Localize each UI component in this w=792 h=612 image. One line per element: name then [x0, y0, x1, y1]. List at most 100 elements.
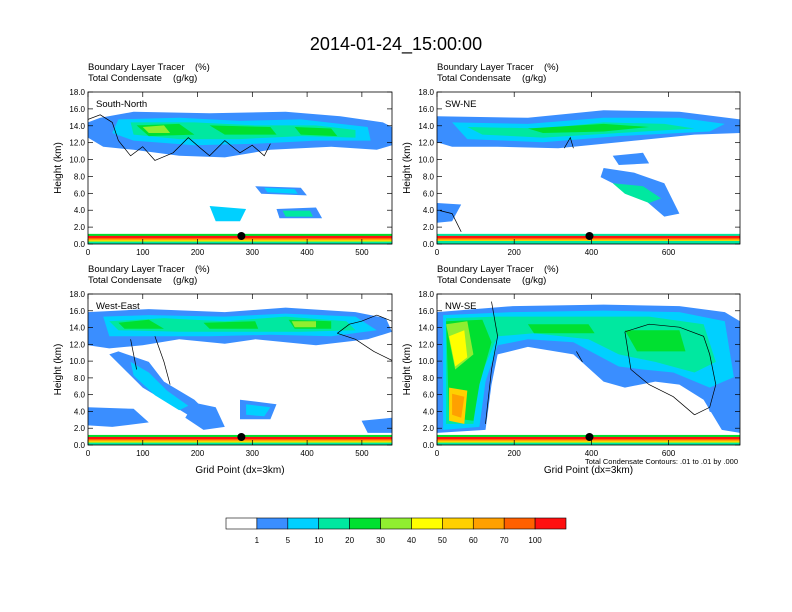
colorbar-box-1: [225, 517, 258, 530]
x-axis: 0 200 400 600: [435, 294, 676, 458]
x-tick-label: 0: [435, 248, 440, 257]
x-axis: 0 200 400 600: [435, 92, 676, 257]
fill-region-5: [203, 321, 259, 329]
y-axis: 0.0 2.0 4.0 6.0 8.0 10.0 12.0 14.0 16.0 18.0: [69, 88, 392, 249]
subtitle-condensate: Total Condensate: [437, 275, 511, 286]
x-tick-label: 400: [300, 449, 314, 458]
subtitle-tracer: Boundary Layer Tracer: [437, 264, 534, 275]
colorbar-label: 10: [314, 536, 323, 545]
x-tick-label: 0: [86, 449, 91, 458]
colorbar-box-11: [534, 517, 567, 530]
y-tick-label: 4.0: [423, 407, 435, 416]
fill-region-8: [449, 330, 468, 367]
y-tick-label: 14.0: [418, 122, 434, 131]
contour-line-1: [439, 210, 462, 232]
y-axis-label: Height (km): [53, 344, 64, 396]
fill-region-6: [612, 183, 662, 203]
fill-region-6: [624, 330, 686, 352]
y-tick-label: 2.0: [74, 424, 86, 433]
y-tick-label: 6.0: [74, 189, 86, 198]
x-tick-label: 400: [300, 248, 314, 257]
fill-region-5: [209, 125, 277, 135]
contour-line-4: [130, 339, 137, 370]
colorbar-box-7: [411, 517, 443, 530]
contour-line-2: [563, 136, 574, 149]
subtitle-tracer: Boundary Layer Tracer: [88, 62, 185, 73]
fill-region-4: [527, 123, 650, 133]
y-axis: 0.0 2.0 4.0 6.0 8.0 10.0 12.0 14.0 16.0 18.0: [418, 88, 740, 249]
y-axis: 0.0 2.0 4.0 6.0 8.0 10.0 12.0 14.0 16.0 18.0: [418, 290, 740, 450]
colorbar-box-9: [472, 517, 505, 530]
surface-layer-8: [437, 442, 740, 445]
colorbar-box-10: [503, 517, 536, 530]
y-tick-label: 8.0: [423, 172, 435, 181]
y-tick-label: 10.0: [69, 357, 85, 366]
colorbar-label: 50: [438, 536, 447, 545]
subtitle-condensate: Total Condensate: [88, 275, 162, 286]
colorbar-box-5: [349, 517, 381, 530]
contour-line-2: [624, 323, 717, 416]
x-tick-label: 300: [246, 248, 260, 257]
panel-label: SW-NE: [445, 99, 477, 110]
chart-panel-4: 0.0 2.0 4.0 6.0 8.0 10.0 12.0 14.0 16.0 18.0 0 200 4…: [402, 264, 741, 476]
contour-line-1: [337, 314, 392, 334]
colorbar: 1 5 10 20 30 40 50 60 70 100: [225, 517, 567, 545]
colorbar-label: 60: [469, 536, 478, 545]
y-tick-label: 16.0: [69, 105, 85, 114]
y-tick-label: 4.0: [74, 407, 86, 416]
x-tick-label: 400: [585, 449, 599, 458]
y-tick-label: 6.0: [423, 189, 435, 198]
colorbar-box-2: [256, 517, 289, 530]
x-tick-label: 200: [508, 248, 522, 257]
panels: 0.0 2.0 4.0 6.0 8.0 10.0 12.0 14.0 16.0 18.0 0 100 2…: [53, 62, 741, 476]
contour-line-4: [576, 351, 583, 363]
contour-note: Total Condensate Contours: .01 to .01 by…: [585, 457, 738, 466]
plot-frame: [436, 293, 741, 446]
x-tick-label: 500: [355, 449, 369, 458]
y-axis-label: Height (km): [53, 142, 64, 194]
colorbar-label: 70: [500, 536, 509, 545]
colorbar-label: 30: [376, 536, 385, 545]
surface-layer-8: [88, 442, 392, 445]
condensate-contours: [485, 301, 717, 424]
condensate-contours: [88, 114, 271, 161]
contour-line-3: [154, 336, 171, 385]
subtitle-condensate: Total Condensate: [88, 73, 162, 84]
x-tick-label: 400: [585, 248, 599, 257]
colorbar-label: 40: [407, 536, 416, 545]
x-tick-label: 0: [86, 248, 91, 257]
y-axis: 0.0 2.0 4.0 6.0 8.0 10.0 12.0 14.0 16.0 18.0: [69, 290, 392, 450]
colorbar-label: 20: [345, 536, 354, 545]
condensate-contours: [130, 314, 392, 385]
y-tick-label: 16.0: [69, 307, 85, 316]
subtitle-condensate-units: (g/kg): [522, 275, 546, 286]
fill-region-10: [452, 393, 465, 418]
colorbar-box-3: [287, 517, 320, 530]
chart-panel-3: 0.0 2.0 4.0 6.0 8.0 10.0 12.0 14.0 16.0 18.0 0 100 2…: [53, 264, 393, 476]
y-tick-label: 4.0: [74, 206, 86, 215]
y-tick-label: 12.0: [69, 340, 85, 349]
subtitle-condensate: Total Condensate: [437, 73, 511, 84]
contour-line-3: [624, 331, 695, 416]
fill-region-9: [130, 361, 189, 411]
fill-region-7: [142, 125, 171, 133]
x-tick-label: 100: [136, 449, 150, 458]
subtitle-condensate-units: (g/kg): [173, 275, 197, 286]
contour-line-2: [337, 332, 392, 361]
colorbar-label: 5: [286, 536, 291, 545]
subtitle-tracer-units: (%): [195, 62, 210, 73]
y-tick-label: 8.0: [423, 374, 435, 383]
y-tick-label: 0.0: [423, 240, 435, 249]
location-marker: [585, 232, 594, 240]
fill-region-10: [185, 402, 225, 430]
fill-region-6: [294, 127, 338, 137]
location-marker: [237, 232, 246, 240]
fill-region-9: [264, 187, 298, 194]
fill-region-5: [527, 324, 595, 334]
fill-region-7: [291, 321, 316, 328]
y-tick-label: 6.0: [423, 391, 435, 400]
fill-region-11: [282, 210, 313, 217]
colorbar-box-4: [318, 517, 350, 530]
subtitle-condensate-units: (g/kg): [522, 73, 546, 84]
chart-panel-2: 0.0 2.0 4.0 6.0 8.0 10.0 12.0 14.0 16.0 18.0 0 200 4…: [402, 62, 741, 257]
